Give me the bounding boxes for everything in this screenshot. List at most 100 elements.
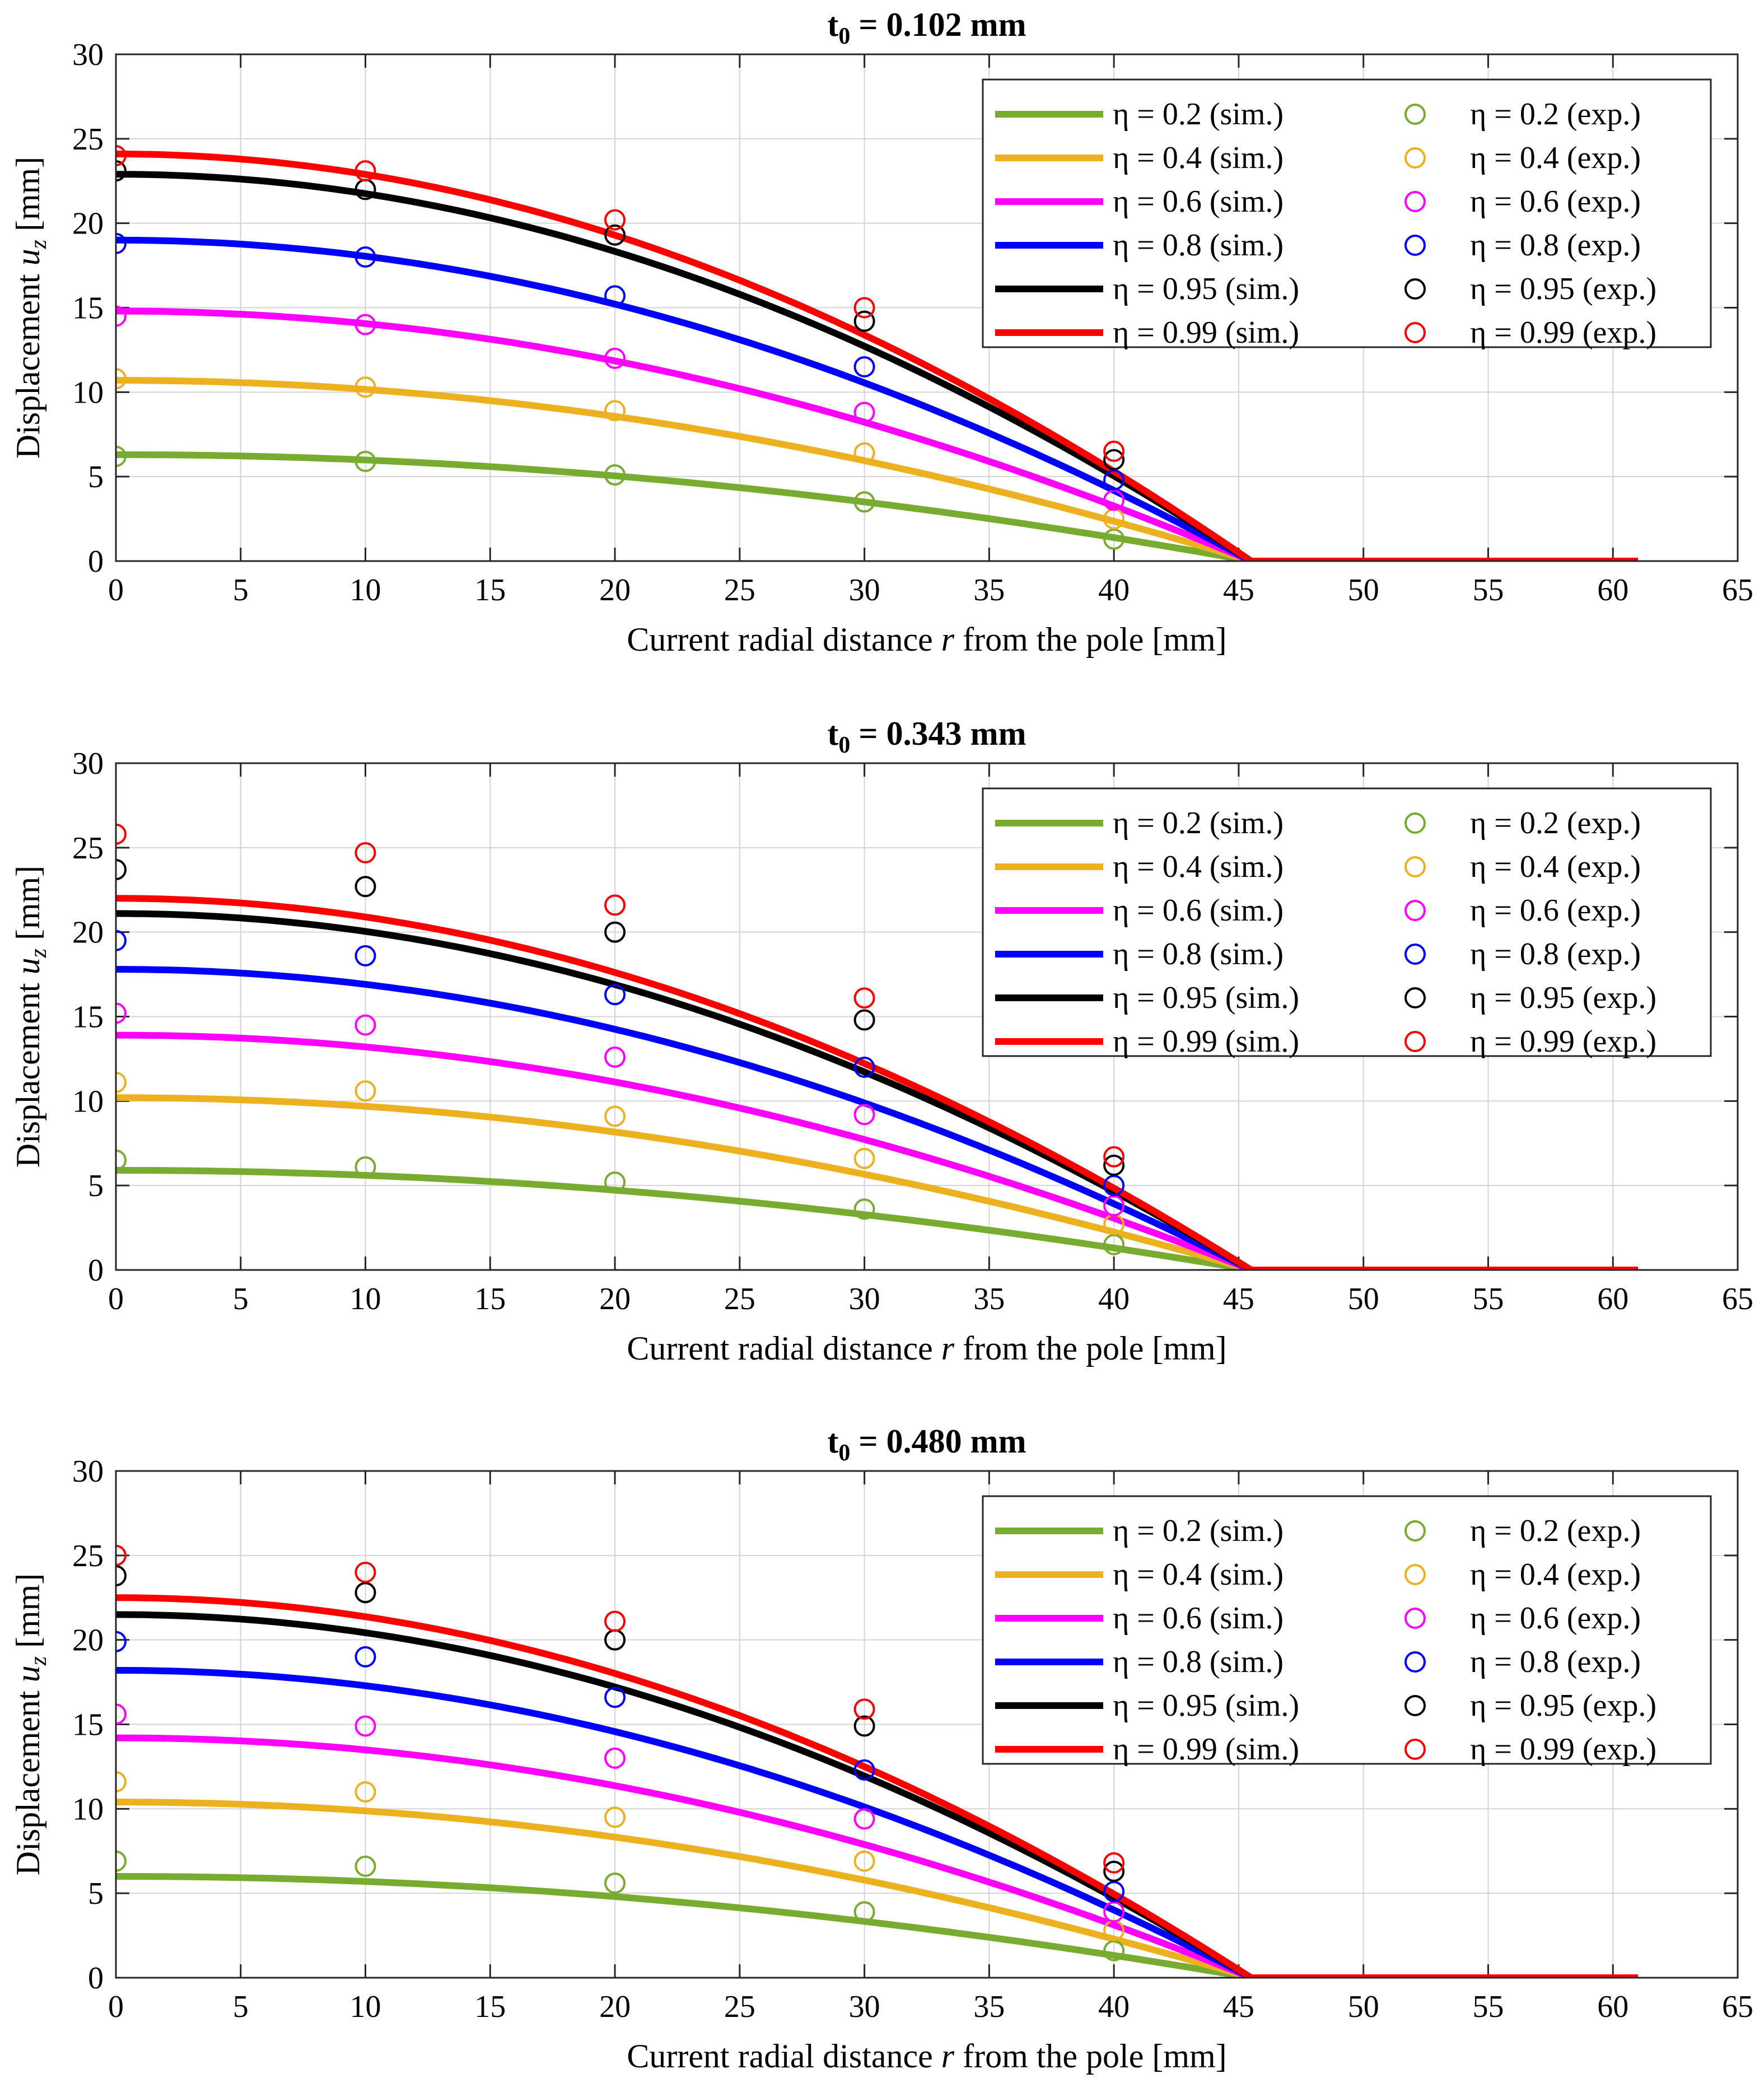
legend-exp-label: η = 0.2 (exp.) (1470, 97, 1641, 132)
x-tick-label: 50 (1348, 573, 1379, 608)
exp-point-eta-0.6 (604, 1747, 626, 1769)
sim-curve-eta-0.8 (116, 1667, 1638, 1978)
legend-exp-label: η = 0.99 (exp.) (1470, 1024, 1656, 1059)
legend-box (982, 787, 1712, 1057)
exp-point-eta-0.4 (354, 376, 376, 398)
exp-point-eta-0.95 (1103, 449, 1125, 470)
exp-point-eta-0.99 (116, 145, 127, 166)
exp-point-eta-0.6 (853, 401, 875, 423)
exp-point-eta-0.8 (354, 246, 376, 268)
sim-curve-eta-0.95 (116, 171, 1638, 561)
legend-sim-label: η = 0.8 (sim.) (1113, 937, 1284, 972)
legend-exp-marker (1404, 856, 1426, 877)
exp-point-eta-0.4 (853, 1147, 875, 1169)
x-tick-label: 45 (1223, 1989, 1254, 2024)
y-tick-label: 10 (72, 1084, 104, 1119)
exp-point-eta-0.99 (853, 1698, 875, 1720)
chart-title: t0 = 0.102 mm (827, 6, 1026, 49)
sim-curve-eta-0.4 (116, 1799, 1638, 1978)
x-tick-label: 35 (973, 1989, 1005, 2024)
x-tick-label: 55 (1472, 1282, 1504, 1316)
legend-exp-label: η = 0.95 (exp.) (1470, 1688, 1656, 1723)
y-tick-label: 0 (88, 1961, 104, 1996)
exp-point-eta-0.4 (116, 368, 127, 390)
exp-point-eta-0.6 (853, 1808, 875, 1830)
sim-curve-eta-0.4 (116, 377, 1638, 561)
legend-sim-label: η = 0.4 (sim.) (1113, 1557, 1284, 1592)
legend-exp-marker (1404, 1695, 1426, 1716)
exp-point-eta-0.4 (116, 1771, 127, 1793)
legend-exp-marker (1404, 235, 1426, 256)
legend-exp-label: η = 0.8 (exp.) (1470, 1645, 1641, 1679)
exp-point-eta-0.6 (354, 1715, 376, 1737)
chart-title: t0 = 0.480 mm (827, 1423, 1026, 1466)
exp-point-eta-0.2 (354, 1855, 376, 1877)
exp-point-eta-0.95 (354, 1582, 376, 1604)
x-tick-label: 15 (474, 573, 506, 608)
x-tick-label: 15 (474, 1989, 506, 2024)
x-tick-label: 30 (849, 1989, 880, 2024)
legend-sim-label: η = 0.2 (sim.) (1113, 97, 1284, 132)
sim-curve-eta-0.2 (116, 1873, 1638, 1978)
legend-exp-label: η = 0.95 (exp.) (1470, 980, 1656, 1015)
exp-point-eta-0.99 (354, 842, 376, 863)
legend-exp-label: η = 0.2 (exp.) (1470, 1514, 1641, 1548)
legend-exp-marker (1404, 191, 1426, 212)
y-tick-label: 30 (72, 746, 104, 781)
y-tick-label: 10 (72, 1792, 104, 1827)
x-axis-label: Current radial distance r from the pole … (627, 621, 1226, 658)
exp-point-eta-0.2 (853, 1901, 875, 1923)
legend-exp-marker (1404, 147, 1426, 169)
y-tick-label: 5 (88, 460, 104, 494)
x-tick-label: 20 (599, 1282, 631, 1316)
legend-sim-label: η = 0.6 (sim.) (1113, 1601, 1284, 1636)
sim-curve-eta-0.99 (116, 895, 1638, 1270)
x-tick-label: 65 (1722, 1282, 1753, 1316)
exp-point-eta-0.99 (354, 1562, 376, 1583)
sim-curve-eta-0.8 (116, 966, 1638, 1270)
legend-exp-marker (1404, 1520, 1426, 1542)
exp-point-eta-0.6 (354, 1014, 376, 1036)
x-tick-label: 5 (233, 1282, 249, 1316)
x-tick-label: 30 (849, 573, 880, 608)
exp-point-eta-0.4 (853, 1850, 875, 1872)
exp-point-eta-0.95 (604, 224, 626, 246)
legend-exp-label: η = 0.6 (exp.) (1470, 893, 1641, 928)
legend-exp-label: η = 0.95 (exp.) (1470, 272, 1656, 306)
legend-exp-marker (1404, 278, 1426, 300)
legend-box (982, 1495, 1712, 1765)
exp-point-eta-0.2 (604, 1872, 626, 1894)
legend-exp-label: η = 0.4 (exp.) (1470, 1557, 1641, 1592)
x-tick-label: 45 (1223, 573, 1254, 608)
y-tick-label: 5 (88, 1876, 104, 1911)
exp-point-eta-0.95 (116, 160, 127, 182)
exp-point-eta-0.95 (116, 859, 127, 881)
legend-sim-label: η = 0.4 (sim.) (1113, 141, 1284, 175)
exp-point-eta-0.8 (853, 1057, 875, 1078)
exp-point-eta-0.95 (354, 876, 376, 898)
exp-point-eta-0.8 (604, 984, 626, 1006)
legend-sim-label: η = 0.99 (sim.) (1113, 315, 1299, 350)
sim-curve-eta-0.4 (116, 1094, 1638, 1270)
x-tick-label: 5 (233, 573, 249, 608)
x-tick-label: 65 (1722, 573, 1753, 608)
x-tick-label: 25 (724, 1989, 755, 2024)
sim-curve-eta-0.95 (116, 1611, 1638, 1978)
legend-exp-label: η = 0.6 (exp.) (1470, 1601, 1641, 1636)
legend-exp-marker (1404, 1564, 1426, 1585)
sim-curve-eta-0.2 (116, 1167, 1638, 1270)
legend-exp-marker (1404, 1608, 1426, 1629)
exp-point-eta-0.6 (116, 1703, 127, 1725)
exp-point-eta-0.8 (1103, 1175, 1125, 1197)
exp-point-eta-0.4 (604, 1806, 626, 1828)
y-tick-label: 25 (72, 1539, 104, 1573)
y-tick-label: 30 (72, 1454, 104, 1489)
x-tick-label: 20 (599, 573, 631, 608)
legend-sim-label: η = 0.8 (sim.) (1113, 228, 1284, 263)
legend-sim-label: η = 0.95 (sim.) (1113, 1688, 1299, 1723)
x-tick-label: 30 (849, 1282, 880, 1316)
x-axis-label: Current radial distance r from the pole … (627, 2038, 1226, 2075)
x-tick-label: 10 (350, 573, 381, 608)
exp-point-eta-0.4 (853, 442, 875, 464)
